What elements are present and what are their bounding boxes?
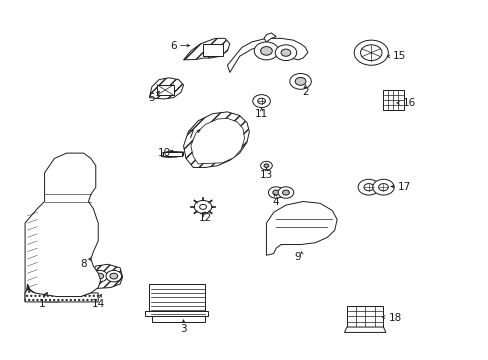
Text: 12: 12 [199,213,212,222]
Text: 16: 16 [402,98,415,108]
Polygon shape [25,153,101,302]
Text: 8: 8 [80,259,87,269]
Bar [152,315,205,321]
Text: 18: 18 [387,313,401,323]
Circle shape [252,95,270,108]
Text: 14: 14 [91,299,104,309]
Circle shape [194,201,211,213]
Circle shape [32,268,42,275]
Text: 17: 17 [397,182,410,192]
Polygon shape [27,259,81,290]
Circle shape [106,270,122,282]
Bar [383,90,403,110]
Bar [203,44,222,56]
Bar [162,152,182,156]
Text: 9: 9 [294,252,301,262]
Bar [157,85,173,95]
Circle shape [295,77,305,85]
Circle shape [260,161,272,170]
Circle shape [353,40,387,65]
Circle shape [282,190,289,195]
Circle shape [272,190,279,195]
Polygon shape [227,39,307,72]
Text: 6: 6 [170,41,177,50]
Circle shape [378,184,387,191]
Polygon shape [344,327,385,332]
Circle shape [96,273,103,279]
Circle shape [360,45,381,60]
Bar [149,284,205,316]
Polygon shape [266,202,336,255]
Circle shape [281,49,290,56]
Circle shape [47,267,57,274]
Circle shape [43,264,61,277]
Circle shape [260,46,272,55]
Text: 5: 5 [148,93,155,103]
Circle shape [92,270,107,282]
Text: 10: 10 [157,148,170,158]
Polygon shape [149,78,183,99]
Circle shape [257,98,265,104]
Circle shape [275,45,296,60]
Polygon shape [91,264,122,289]
Text: 13: 13 [259,170,272,180]
Polygon shape [183,39,229,60]
Circle shape [59,266,77,279]
Polygon shape [190,118,244,164]
Bar [144,311,207,316]
Text: 4: 4 [272,197,279,207]
Polygon shape [25,289,98,302]
Circle shape [199,204,206,210]
Polygon shape [264,33,276,42]
Circle shape [289,73,311,89]
Polygon shape [161,151,183,157]
Circle shape [363,184,373,191]
Polygon shape [183,112,249,167]
Text: 7: 7 [187,130,194,140]
Circle shape [268,187,284,198]
Circle shape [372,179,393,195]
Circle shape [63,269,73,276]
Circle shape [28,265,46,278]
Text: 11: 11 [254,109,267,119]
Text: 2: 2 [302,87,308,97]
Circle shape [110,273,118,279]
Circle shape [264,164,268,167]
Text: 15: 15 [392,51,406,61]
Bar [346,306,383,327]
Circle shape [278,187,293,198]
Polygon shape [35,289,71,302]
Text: 3: 3 [180,324,186,334]
Text: 1: 1 [39,299,45,309]
Circle shape [357,179,379,195]
Circle shape [254,42,278,60]
